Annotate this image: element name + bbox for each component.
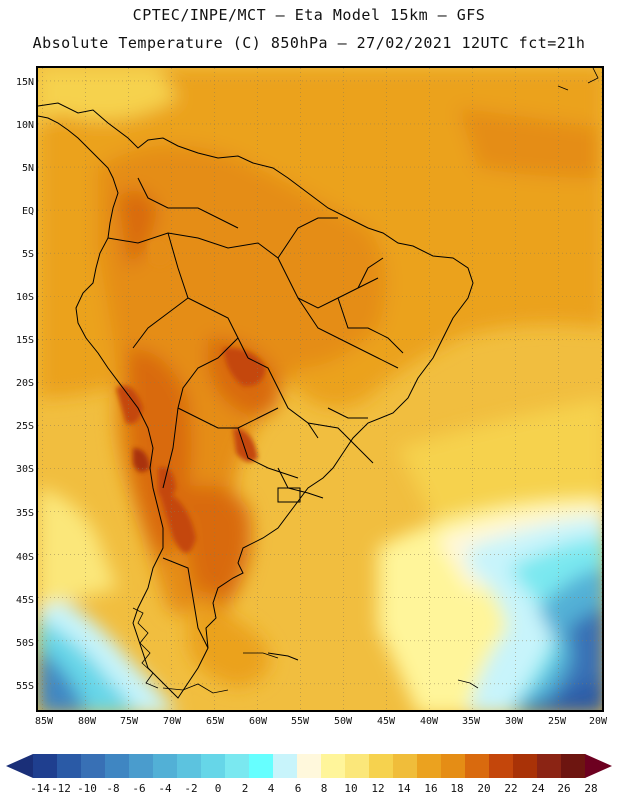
colorbar-label: 16 (424, 782, 438, 795)
lon-label-75w: 75W (119, 716, 139, 727)
colorbar-swatch (201, 754, 226, 778)
lon-label-25w: 25W (547, 716, 567, 727)
colorbar-label: 0 (214, 782, 222, 795)
lon-label-65w: 65W (205, 716, 225, 727)
colorbar-label: -2 (184, 782, 198, 795)
colorbar-label: 14 (397, 782, 411, 795)
lon-label-85w: 85W (34, 716, 54, 727)
lon-label-55w: 55W (290, 716, 310, 727)
colorbar-swatch (57, 754, 82, 778)
colorbar-label: -10 (77, 782, 97, 795)
colorbar-label: 22 (504, 782, 518, 795)
colorbar-label: 12 (371, 782, 385, 795)
colorbar-label: -6 (132, 782, 146, 795)
colorbar-label: -8 (106, 782, 120, 795)
lon-label-50w: 50W (333, 716, 353, 727)
colorbar-swatch (33, 754, 58, 778)
colorbar-swatch (561, 754, 586, 778)
lon-label-40w: 40W (419, 716, 439, 727)
colorbar-swatch (417, 754, 442, 778)
temperature-hotspots (116, 238, 266, 553)
lat-label-35s: 35S (15, 508, 34, 519)
colorbar-label: 6 (294, 782, 302, 795)
title-line-1: CPTEC/INPE/MCT – Eta Model 15km – GFS (132, 6, 486, 24)
coastlines-and-borders (38, 102, 474, 699)
colorbar-swatch (177, 754, 202, 778)
lat-label-15s: 15S (15, 335, 34, 346)
lon-label-45w: 45W (376, 716, 396, 727)
colorbar-swatch (537, 754, 562, 778)
lat-label-10n: 10N (15, 120, 34, 131)
colorbar-swatch (369, 754, 394, 778)
colorbar-swatch (441, 754, 466, 778)
colorbar-label: 2 (241, 782, 249, 795)
colorbar-label: 24 (531, 782, 545, 795)
colorbar-swatch (153, 754, 178, 778)
lon-label-70w: 70W (162, 716, 182, 727)
colorbar-label: 28 (584, 782, 598, 795)
colorbar-right-arrow (585, 754, 612, 778)
colorbar-swatch (129, 754, 154, 778)
colorbar-swatch (393, 754, 418, 778)
lat-label-15n: 15N (15, 77, 34, 88)
lon-label-80w: 80W (77, 716, 97, 727)
lon-label-60w: 60W (248, 716, 268, 727)
colorbar-swatch (345, 754, 370, 778)
lat-label-5s: 5S (21, 249, 34, 260)
map-panel (36, 66, 604, 712)
colorbar-swatch (297, 754, 322, 778)
title-line-2: Absolute Temperature (C) 850hPa – 27/02/… (32, 34, 586, 52)
colorbar-swatch (105, 754, 130, 778)
colorbar-left-arrow (6, 754, 33, 778)
lon-label-20w: 20W (588, 716, 608, 727)
lat-label-10s: 10S (15, 292, 34, 303)
lat-label-40s: 40S (15, 552, 34, 563)
colorbar-swatch (465, 754, 490, 778)
lat-label-55s: 55S (15, 681, 34, 692)
colorbar-label: 20 (477, 782, 491, 795)
colorbar-label: -14 (30, 782, 50, 795)
colorbar-label: 18 (450, 782, 464, 795)
colorbar-label: -12 (51, 782, 71, 795)
colorbar-swatch (321, 754, 346, 778)
lat-label-45s: 45S (15, 595, 34, 606)
colorbar-swatch (273, 754, 298, 778)
colorbar-swatch (249, 754, 274, 778)
colorbar-swatch (513, 754, 538, 778)
colorbar-label: 10 (344, 782, 358, 795)
colorbar-swatch (81, 754, 106, 778)
colorbar-swatch (225, 754, 250, 778)
colorbar-swatch (489, 754, 514, 778)
lat-label-5n: 5N (21, 163, 34, 174)
lat-label-20s: 20S (15, 378, 34, 389)
colorbar-label: 4 (267, 782, 275, 795)
colorbar-label: 8 (320, 782, 328, 795)
temperature-field-map (38, 68, 602, 710)
lat-label-eq: EQ (21, 206, 34, 217)
lat-label-30s: 30S (15, 464, 34, 475)
temperature-colorbar (6, 754, 612, 778)
islands (132, 68, 599, 694)
colorbar-label: 26 (557, 782, 571, 795)
lon-label-30w: 30W (504, 716, 524, 727)
colorbar-label: -4 (158, 782, 172, 795)
lat-label-50s: 50S (15, 638, 34, 649)
lon-label-35w: 35W (461, 716, 481, 727)
lat-label-25s: 25S (15, 421, 34, 432)
